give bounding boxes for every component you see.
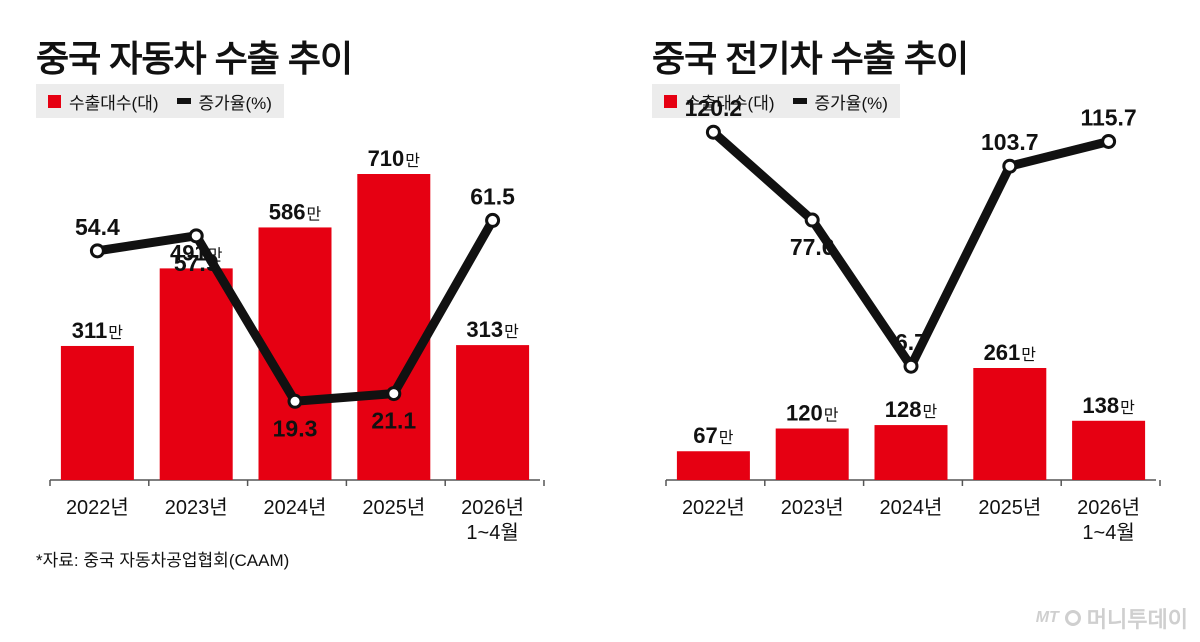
bar: [973, 368, 1047, 480]
legend-auto: 수출대수(대) 증가율(%): [36, 84, 284, 118]
growth-rate-point: [386, 386, 402, 402]
growth-rate-label: 57.9: [174, 250, 219, 276]
bar-value-label: 138만: [1082, 393, 1135, 418]
legend-line-swatch: [792, 98, 807, 104]
growth-rate-label: 21.1: [371, 408, 416, 434]
x-tick-label: 2022년: [682, 496, 745, 519]
growth-rate-point: [287, 393, 303, 409]
x-tick-label: 2025년: [978, 496, 1041, 519]
legend-line-label: 증가율(%): [814, 93, 888, 113]
bar-value-label: 261만: [984, 340, 1037, 365]
x-tick-label: 2024년: [880, 496, 943, 519]
bar-value-label: 710만: [368, 146, 421, 171]
bar: [676, 451, 750, 480]
bar-value-label: 67만: [693, 423, 733, 448]
legend-bar-swatch: [664, 94, 677, 108]
growth-rate-point: [188, 228, 204, 244]
x-tick-label: 2023년: [165, 496, 228, 519]
x-tick-label: 2023년: [781, 496, 844, 519]
bar-value-label: 313만: [466, 317, 519, 342]
legend-bar-label: 수출대수(대): [685, 93, 775, 113]
growth-rate-label: 61.5: [470, 183, 515, 209]
legend-bar-label: 수출대수(대): [69, 93, 159, 113]
chart-title-ev-exports: 중국 전기차 수출 추이: [652, 38, 969, 79]
bar: [456, 345, 530, 480]
bar: [159, 268, 233, 480]
growth-rate-label: 19.3: [273, 415, 318, 441]
growth-rate-point: [705, 124, 721, 140]
bar: [60, 345, 134, 480]
bar: [1072, 420, 1146, 480]
bar-value-label: 311만: [72, 318, 123, 343]
x-tick-label: 2025년: [362, 496, 425, 519]
x-tick-label: 2026년 1~4월: [461, 496, 524, 544]
bar: [775, 428, 849, 480]
brand-mark-text: MT: [1035, 609, 1059, 626]
growth-rate-point: [89, 243, 105, 259]
brand-logo-icon: [1064, 610, 1081, 626]
brand-name: 머니투데이: [1086, 607, 1188, 632]
legend-line-label: 증가율(%): [198, 93, 272, 113]
legend-ev: 수출대수(대) 증가율(%): [652, 84, 900, 118]
x-tick-label: 2022년: [66, 496, 129, 519]
growth-rate-point: [1002, 158, 1018, 174]
growth-rate-label: 120.2: [685, 95, 743, 121]
chart-title-auto-exports: 중국 자동차 수출 추이: [36, 38, 353, 79]
legend-line-swatch: [176, 98, 191, 104]
growth-rate-label: 77.6: [790, 234, 835, 260]
growth-rate-point: [1101, 133, 1117, 149]
growth-rate-point: [903, 358, 919, 374]
source-note: *자료: 중국 자동차공업협회(CAAM): [36, 551, 290, 570]
brand-watermark: MT 머니투데이: [1036, 602, 1188, 634]
legend-bar-swatch: [48, 94, 61, 108]
bar-value-label: 120만: [786, 401, 839, 426]
growth-rate-point: [485, 212, 501, 228]
growth-rate-label: 54.4: [75, 214, 120, 240]
bar-value-label: 586만: [269, 199, 322, 224]
growth-rate-point: [804, 212, 820, 228]
growth-rate-label: 103.7: [981, 129, 1039, 155]
bar: [357, 174, 431, 480]
x-tick-label: 2024년: [264, 496, 327, 519]
growth-rate-label: 115.7: [1080, 104, 1136, 130]
x-tick-label: 2026년 1~4월: [1077, 496, 1140, 544]
bar-value-label: 128만: [885, 397, 938, 422]
bar: [874, 425, 948, 480]
growth-rate-label: 6.7: [895, 329, 927, 355]
